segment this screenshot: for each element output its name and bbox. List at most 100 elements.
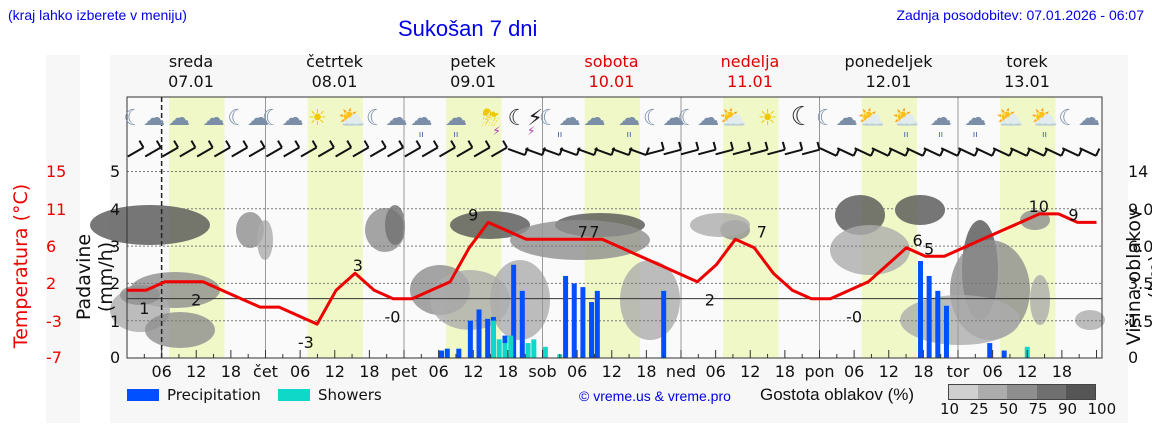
temperature-label: 6 [913,231,923,250]
day-date: 12.01 [865,72,912,91]
day-name: ponedeljek [844,52,933,71]
rain-drops-icon: ıı [419,130,424,140]
day-date: 08.01 [311,72,358,91]
precip-tick: 2 [110,274,121,293]
page-title: Sukošan 7 dni [398,16,538,41]
wind-barb-icon [300,140,318,158]
precipitation-bar [467,320,473,358]
precip-tick: 4 [110,200,121,219]
x-tick-label: tor [946,362,970,381]
day-date: 10.01 [588,72,635,91]
wind-barb-icon [784,141,804,156]
x-tick-label: 06 [151,362,172,381]
legend-precipitation: Precipitation [127,386,261,404]
x-tick-label: 12 [463,362,484,381]
temperature-tick: 15 [46,162,67,181]
precipitation-bar [661,290,667,358]
temperature-label: 5 [924,239,934,258]
sun-cloud-icon: ⛅ [858,106,885,131]
precip-tick: 1 [110,312,121,331]
x-tick-label: pon [804,362,835,381]
day-header-13.01: torek 13.01 [958,52,1096,92]
copyright-link[interactable]: © vreme.us & vreme.pro [579,388,731,404]
wind-barb-icon [213,140,231,158]
temperature-tick: 11 [46,200,67,219]
temperature-axis-label: Temperatura (°C) [10,183,32,349]
wind-barb-icon [456,140,474,158]
x-tick-label: 18 [359,362,380,381]
precipitation-bar [589,302,595,358]
precipitation-bar [935,290,941,358]
cloud-density-blob [835,195,885,235]
moon-cloud-icon: ☾☁ [816,106,858,131]
wind-barb-icon [369,140,387,158]
cloud-density-label: Gostota oblakov (%) [760,385,915,404]
wind-barb-icon [335,140,353,158]
day-name: torek [1006,52,1048,71]
day-header-08.01: četrtek 08.01 [266,52,404,92]
wind-barb-icon [749,141,769,156]
cloud-density-blob [1030,275,1050,325]
wind-barb-icon [421,140,439,158]
cloud-density-blob [620,260,680,340]
precipitation-bar [580,287,586,358]
precipitation-bar [519,290,525,358]
temperature-label: -0 [846,308,862,327]
daylight-band [307,97,364,358]
lightning-icon: ⚡ [492,124,500,138]
moon-cloud-icon: ☾☁ [227,106,269,131]
wind-barb-icon [1079,147,1101,157]
cloud-height-tick: 14 [1128,162,1149,181]
x-tick-label: 18 [636,362,657,381]
wind-barb-icon [404,140,422,158]
showers-bar [542,346,548,358]
cloud-rain-icon: ☁ [618,106,640,131]
rain-drops-icon: ıı [973,130,978,140]
x-tick-label: 06 [705,362,726,381]
moon-cloud-small-icon: ☾☁ [643,106,685,131]
x-tick-label: 06 [428,362,449,381]
cloud-density-blob [430,270,510,330]
sun-cloud-rain-icon: ⛅ [892,106,919,131]
cloud-icon: ☁ [168,106,190,131]
precipitation-bar [1001,350,1007,358]
wind-barb-icon [352,140,370,158]
x-tick-label: 18 [220,362,242,381]
wind-barb-icon [317,140,335,158]
x-tick-label: čet [253,362,278,381]
moon-icon: ☾ [791,102,814,132]
rain-drops-icon: ıı [627,130,632,140]
x-tick-label: 06 [982,362,1003,381]
cloud-density-blob [690,213,750,237]
lightning-icon: ⚡ [527,124,535,138]
temperature-label: 2 [705,291,715,310]
sun-cloud-rain-icon: ⛅ [1031,106,1058,131]
day-date: 13.01 [1004,72,1050,91]
x-tick-label: 06 [289,362,311,381]
sun-thunder-icon: ⛈ [482,106,500,131]
wind-barb-icon [248,140,266,158]
cloud-height-tick: 0 [1128,348,1139,367]
temperature-label: 10 [1029,197,1049,216]
precipitation-bar [439,350,445,358]
cloud-density-blob [385,205,405,245]
day-header-09.01: petek 09.01 [404,52,542,92]
wind-barb-icon [663,141,683,156]
cloud-density-scale-label: 75 [1028,400,1048,418]
sun-cloud-icon: ⛅ [338,106,365,131]
cloud-rain-icon: ☁ [410,106,432,131]
day-header-10.01: sobota 10.01 [543,52,681,92]
cloud-density-blob [1075,310,1105,330]
cloud-height-tick: 3.5 [1128,274,1152,293]
x-tick-label: 18 [1051,362,1073,381]
temperature-label: 7 [578,222,588,241]
wind-barb-icon [801,141,821,156]
x-tick-label: 12 [740,362,761,381]
x-tick-label: 18 [913,362,934,381]
precipitation-swatch [127,389,159,401]
day-header-12.01: ponedeljek 12.01 [820,52,958,92]
wind-barb-icon [265,140,283,158]
precipitation-bar [563,275,569,358]
cloud-height-tick: 6.0 [1128,237,1152,256]
